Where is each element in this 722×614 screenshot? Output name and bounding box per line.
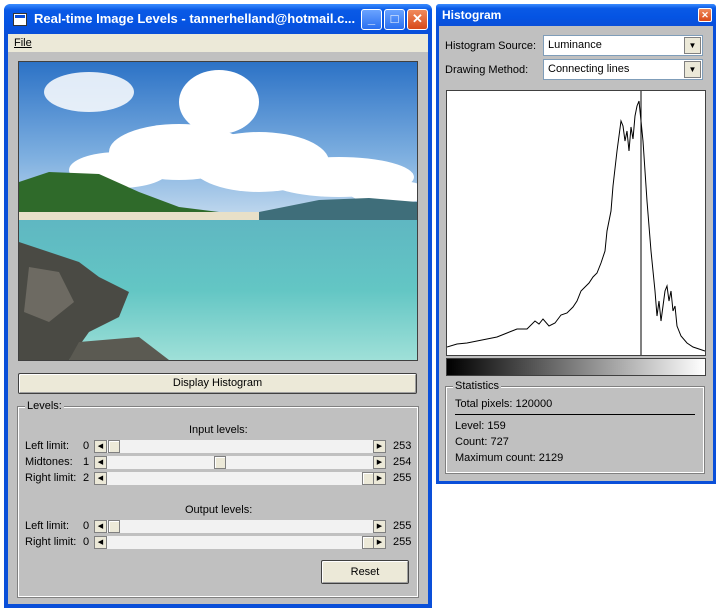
preview-image — [18, 61, 418, 361]
max-count-value: Maximum count: 2129 — [455, 452, 564, 464]
input-mid-slider[interactable]: ◀ ▶ — [93, 455, 387, 470]
total-pixels: Total pixels: 120000 — [455, 398, 553, 410]
output-levels-heading: Output levels: — [185, 504, 253, 516]
levels-group: Levels: Input levels: Left limit: 0 ◀ ▶ … — [17, 400, 419, 598]
input-left-min: 0 — [83, 440, 90, 452]
input-right-max: 255 — [393, 472, 412, 484]
output-left-max: 255 — [393, 520, 412, 532]
level-value: Level: 159 — [455, 420, 506, 432]
method-value: Connecting lines — [548, 63, 630, 75]
arrow-right-icon[interactable]: ▶ — [373, 472, 386, 485]
levels-client-area: File — [8, 34, 428, 604]
minimize-icon[interactable]: _ — [361, 9, 382, 30]
levels-group-label: Levels: — [25, 400, 64, 412]
output-right-label: Right limit: — [25, 536, 77, 548]
levels-window: Real-time Image Levels - tannerhelland@h… — [4, 4, 432, 608]
input-mid-min: 1 — [83, 456, 90, 468]
display-histogram-button[interactable]: Display Histogram — [18, 373, 417, 394]
window-title: Real-time Image Levels - tannerhelland@h… — [34, 11, 356, 26]
menu-file[interactable]: File — [14, 37, 32, 49]
app-icon[interactable] — [13, 13, 27, 26]
count-value: Count: 727 — [455, 436, 509, 448]
input-mid-label: Midtones: — [25, 456, 73, 468]
input-mid-max: 254 — [393, 456, 412, 468]
output-left-slider[interactable]: ◀ ▶ — [93, 519, 387, 534]
stats-separator — [455, 414, 695, 415]
arrow-left-icon[interactable]: ◀ — [94, 520, 107, 533]
output-left-min: 0 — [83, 520, 90, 532]
arrow-left-icon[interactable]: ◀ — [94, 456, 107, 469]
output-right-slider[interactable]: ◀ ▶ — [93, 535, 387, 550]
reset-button[interactable]: Reset — [321, 560, 409, 584]
arrow-right-icon[interactable]: ▶ — [373, 536, 386, 549]
histogram-titlebar[interactable]: Histogram ✕ — [436, 4, 716, 26]
menu-bar: File — [8, 34, 428, 52]
histogram-title: Histogram — [442, 8, 502, 22]
dropdown-arrow-icon[interactable]: ▼ — [684, 61, 701, 78]
slider-thumb[interactable] — [214, 456, 226, 469]
input-left-label: Left limit: — [25, 440, 70, 452]
arrow-right-icon[interactable]: ▶ — [373, 440, 386, 453]
source-select[interactable]: Luminance ▼ — [543, 35, 703, 56]
levels-titlebar[interactable]: Real-time Image Levels - tannerhelland@h… — [4, 4, 432, 34]
arrow-left-icon[interactable]: ◀ — [94, 472, 107, 485]
statistics-group: Statistics Total pixels: 120000 Level: 1… — [445, 380, 705, 474]
source-value: Luminance — [548, 39, 602, 51]
input-left-slider[interactable]: ◀ ▶ — [93, 439, 387, 454]
source-label: Histogram Source: — [445, 40, 537, 52]
arrow-left-icon[interactable]: ◀ — [94, 536, 107, 549]
close-icon[interactable]: ✕ — [407, 9, 428, 30]
output-left-label: Left limit: — [25, 520, 70, 532]
close-icon[interactable]: ✕ — [698, 8, 712, 22]
output-right-min: 0 — [83, 536, 90, 548]
input-right-label: Right limit: — [25, 472, 77, 484]
output-right-max: 255 — [393, 536, 412, 548]
method-label: Drawing Method: — [445, 64, 529, 76]
histogram-window: Histogram ✕ Histogram Source: Luminance … — [436, 4, 716, 484]
slider-thumb[interactable] — [108, 520, 120, 533]
luminance-gradient-bar — [446, 358, 706, 376]
input-right-slider[interactable]: ◀ ▶ — [93, 471, 387, 486]
histogram-client-area: Histogram Source: Luminance ▼ Drawing Me… — [439, 26, 713, 481]
arrow-right-icon[interactable]: ▶ — [373, 456, 386, 469]
input-right-min: 2 — [83, 472, 90, 484]
method-select[interactable]: Connecting lines ▼ — [543, 59, 703, 80]
input-left-max: 253 — [393, 440, 412, 452]
statistics-group-label: Statistics — [453, 380, 502, 392]
dropdown-arrow-icon[interactable]: ▼ — [684, 37, 701, 54]
arrow-right-icon[interactable]: ▶ — [373, 520, 386, 533]
arrow-left-icon[interactable]: ◀ — [94, 440, 107, 453]
input-levels-heading: Input levels: — [189, 424, 248, 436]
histogram-plot[interactable] — [446, 90, 706, 356]
maximize-icon[interactable]: □ — [384, 9, 405, 30]
slider-thumb[interactable] — [108, 440, 120, 453]
